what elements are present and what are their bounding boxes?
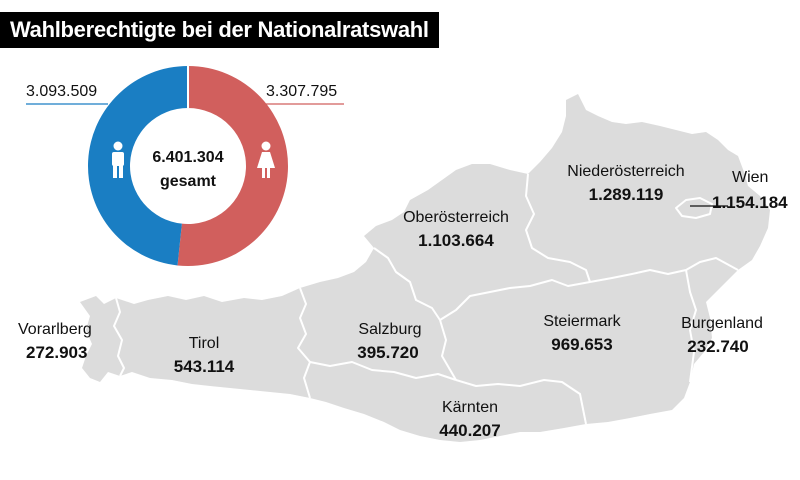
state-value-steiermark: 969.653 (551, 335, 612, 354)
state-value-oberoesterreich: 1.103.664 (418, 231, 494, 250)
austria-map (80, 94, 770, 442)
page-title: Wahlberechtigte bei der Nationalratswahl (0, 12, 439, 48)
total-label: gesamt (160, 173, 217, 190)
state-labels: Vorarlberg 272.903 Tirol 543.114 Salzbur… (18, 163, 788, 440)
state-value-tirol: 543.114 (174, 357, 235, 376)
state-borders (113, 173, 739, 425)
state-name-wien: Wien (732, 169, 768, 186)
donut-slice-female (177, 66, 289, 267)
austria-country-shape (80, 94, 770, 442)
state-value-burgenland: 232.740 (687, 337, 748, 356)
female-value-label: 3.307.795 (266, 83, 337, 100)
state-value-niederoesterreich: 1.289.119 (589, 185, 664, 204)
female-person-icon (257, 141, 275, 178)
male-value-label: 3.093.509 (26, 83, 97, 100)
state-value-wien: 1.154.184 (712, 193, 788, 212)
state-name-steiermark: Steiermark (543, 313, 621, 330)
state-name-salzburg: Salzburg (358, 321, 421, 338)
state-name-kaernten: Kärnten (442, 399, 498, 416)
state-value-kaernten: 440.207 (439, 421, 500, 440)
state-name-vorarlberg: Vorarlberg (18, 321, 92, 338)
state-name-burgenland: Burgenland (681, 315, 763, 332)
donut-slice-male (88, 66, 188, 266)
total-value: 6.401.304 (152, 149, 223, 166)
state-value-salzburg: 395.720 (357, 343, 418, 362)
male-person-icon (112, 141, 124, 178)
state-name-niederoesterreich: Niederösterreich (567, 163, 684, 180)
state-name-oberoesterreich: Oberösterreich (403, 209, 509, 226)
gender-donut-chart (88, 66, 289, 267)
state-name-tirol: Tirol (189, 335, 220, 352)
state-value-vorarlberg: 272.903 (26, 343, 87, 362)
